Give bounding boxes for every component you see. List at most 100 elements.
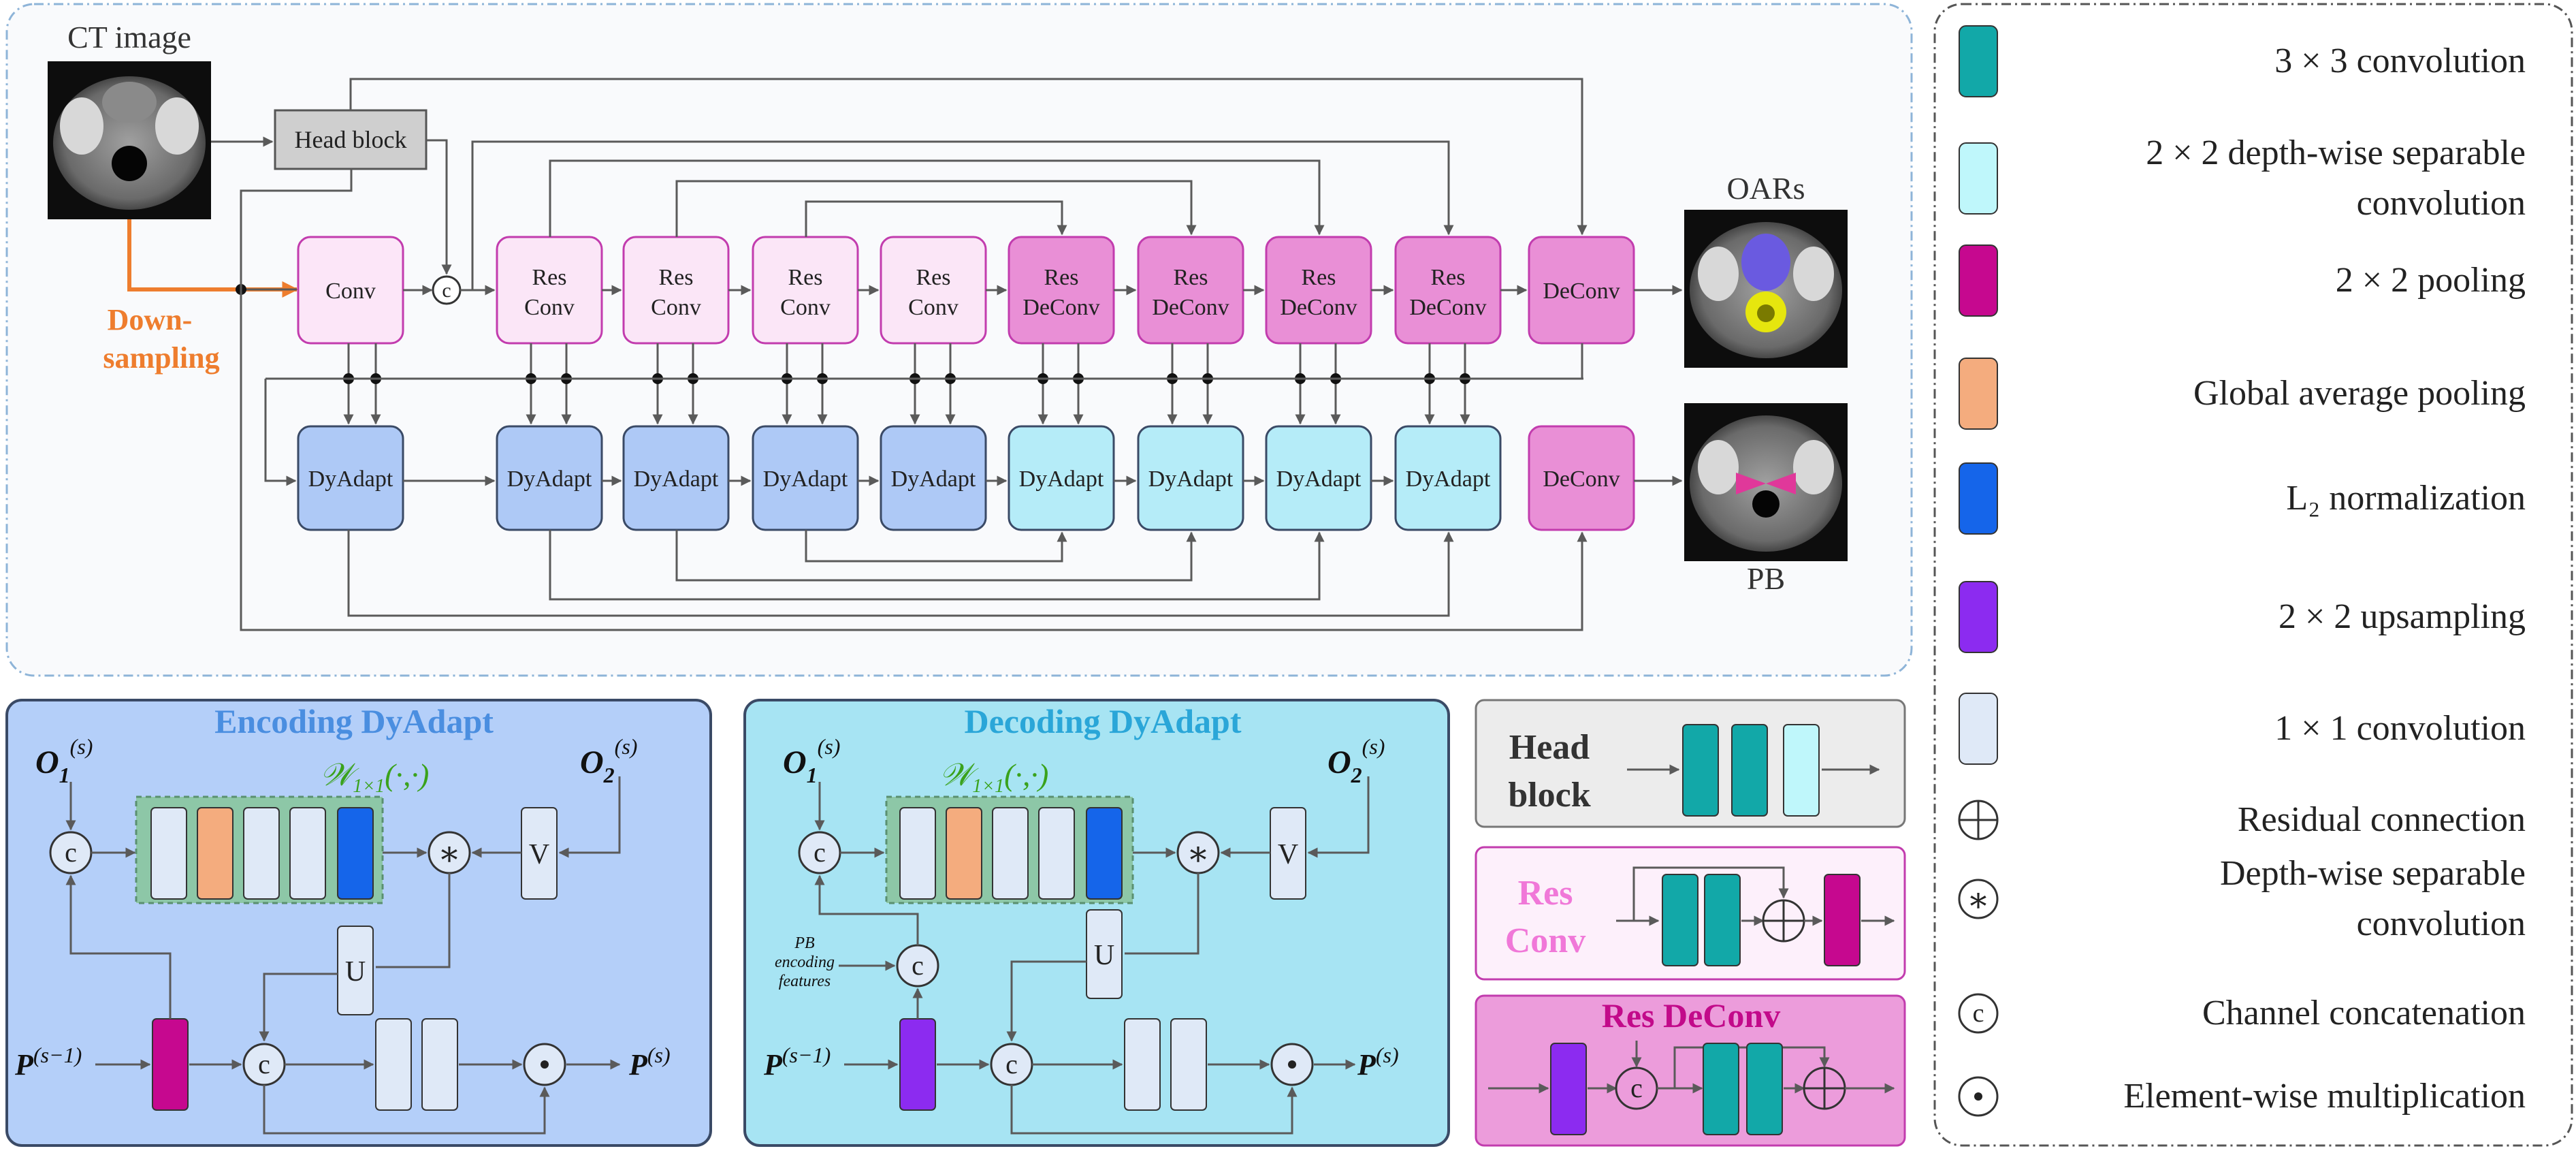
downsampling-label-2: sampling [103, 341, 219, 375]
head-block-legend-label-1: Head [1509, 728, 1590, 767]
enc-conv1x1-b [243, 807, 280, 900]
svg-text:L₂ normalization: L₂ normalization [2286, 479, 2526, 518]
rc-residual-op [1762, 899, 1805, 943]
legend-item-3: Global average pooling [1959, 358, 2526, 430]
svg-text:c: c [442, 279, 451, 302]
deconv-oars-block: DeConv [1528, 236, 1635, 345]
svg-text:Residual connection: Residual connection [2238, 800, 2526, 839]
dyadapt-block-3: DyAdapt [752, 425, 859, 531]
legend-item-7: Residual connection [1958, 800, 2526, 840]
head-block-legend-label-2: block [1508, 776, 1590, 815]
enc-pooling [152, 1018, 189, 1111]
svg-text:2 × 2 depth-wise separable: 2 × 2 depth-wise separable [2146, 133, 2526, 172]
dec-conv1x1-d [1124, 1018, 1161, 1111]
ct-image-label: CT image [67, 20, 191, 54]
head-block-label: Head block [295, 126, 407, 153]
enc-conv1x1-d [375, 1018, 412, 1111]
svg-text:Res: Res [788, 265, 823, 290]
dec-o1-label: O1(s) [783, 734, 840, 787]
legend-item-1: 2 × 2 depth-wise separable convolution [1959, 133, 2526, 223]
svg-text:Conv: Conv [908, 295, 959, 320]
hb-dwconv [1783, 724, 1820, 817]
dec-concat-mid: c [896, 944, 939, 988]
rd-conv3x3-b [1746, 1043, 1783, 1135]
svg-text:c: c [258, 1049, 270, 1079]
svg-text:c: c [1973, 999, 1984, 1028]
connection-line [240, 169, 1588, 631]
enc-l2norm [337, 807, 374, 900]
rd-residual-op [1803, 1067, 1846, 1110]
svg-text:1 × 1 convolution: 1 × 1 convolution [2274, 709, 2526, 748]
connection-line [349, 78, 1588, 236]
enc-mult-op [523, 1043, 566, 1086]
svg-text:c: c [814, 837, 826, 868]
svg-text:∗: ∗ [1187, 834, 1210, 872]
enc-concat-bottom: c [242, 1043, 286, 1086]
dec-gap [946, 807, 982, 900]
svg-text:2 × 2 upsampling: 2 × 2 upsampling [2279, 597, 2526, 636]
enc-v-label: V [529, 839, 549, 870]
svg-text:3 × 3 convolution: 3 × 3 convolution [2274, 42, 2526, 80]
svg-text:P(s): P(s) [628, 1043, 671, 1081]
svg-text:c: c [65, 837, 77, 868]
svg-text:Depth-wise separable: Depth-wise separable [2220, 854, 2526, 893]
svg-text:DyAdapt: DyAdapt [1276, 467, 1362, 492]
dec-conv1x1-c [1038, 807, 1075, 900]
dyadapt-block-2: DyAdapt [622, 425, 730, 531]
svg-text:Res: Res [1174, 265, 1208, 290]
connection-line [805, 530, 1067, 563]
enc-conv1x1-a [150, 807, 187, 900]
svg-text:Res: Res [916, 265, 951, 290]
svg-text:DyAdapt: DyAdapt [507, 467, 592, 492]
enc-w-label: 𝒲1×1(·,·) [320, 757, 429, 797]
enc-p-in-label: P(s−1) [14, 1043, 82, 1081]
rc-conv3x3-a [1662, 874, 1698, 966]
encoding-title: Encoding DyAdapt [214, 702, 494, 740]
res-deconv-legend-label: Res DeConv [1602, 996, 1780, 1034]
dec-p-out-label: P(s) [1357, 1043, 1399, 1081]
rc-pooling [1824, 874, 1861, 966]
connection-line [264, 379, 297, 486]
dec-u-box [1086, 909, 1123, 999]
dec-upsampling [899, 1018, 936, 1111]
svg-text:DyAdapt: DyAdapt [1019, 467, 1104, 492]
svg-text:𝒲1×1(·,·): 𝒲1×1(·,·) [320, 757, 429, 797]
dyadapt-block-7: DyAdapt [1265, 425, 1372, 531]
enc-o2-label: O2(s) [580, 734, 637, 787]
legend-item-4: L₂ normalization [1959, 462, 2526, 535]
dec-u-label: U [1094, 940, 1114, 971]
svg-text:Conv: Conv [325, 279, 376, 304]
concat-node: c [432, 275, 462, 305]
enc-o1-label: O1(s) [35, 734, 93, 787]
svg-text:features: features [779, 973, 831, 990]
svg-text:O1(s): O1(s) [35, 734, 93, 787]
svg-text:P(s−1): P(s−1) [14, 1043, 82, 1081]
dec-concat-bottom: c [990, 1043, 1033, 1086]
res-conv-block-3: Res Conv [752, 236, 859, 345]
legend-item-6: 1 × 1 convolution [1959, 693, 2526, 765]
hb-conv3x3-a [1682, 724, 1719, 817]
hb-conv3x3-b [1731, 724, 1768, 817]
svg-text:O2(s): O2(s) [580, 734, 637, 787]
dyadapt-block-0: DyAdapt [297, 425, 404, 531]
svg-text:DyAdapt: DyAdapt [308, 467, 393, 492]
svg-text:DyAdapt: DyAdapt [1148, 467, 1234, 492]
svg-text:Conv: Conv [651, 295, 701, 320]
connection-line [471, 140, 1454, 290]
svg-text:∗: ∗ [438, 834, 461, 872]
legend-panel [1933, 3, 2573, 1147]
legend-item-5: 2 × 2 upsampling [1959, 581, 2526, 653]
connection-line [675, 530, 1197, 582]
svg-text:2 × 2 pooling: 2 × 2 pooling [2336, 261, 2526, 300]
legend-item-0: 3 × 3 convolution [1959, 25, 2526, 97]
svg-text:DeConv: DeConv [1543, 279, 1620, 304]
res-conv-legend-label-1: Res [1518, 874, 1573, 913]
oars-label: OARs [1726, 171, 1805, 206]
svg-text:Channel concatenation: Channel concatenation [2202, 994, 2526, 1032]
enc-u-box [337, 926, 374, 1015]
res-deconv-block-7: Res DeConv [1265, 236, 1372, 345]
legend-item-2: 2 × 2 pooling [1959, 244, 2526, 317]
svg-text:Conv: Conv [524, 295, 575, 320]
svg-text:c: c [912, 950, 924, 981]
